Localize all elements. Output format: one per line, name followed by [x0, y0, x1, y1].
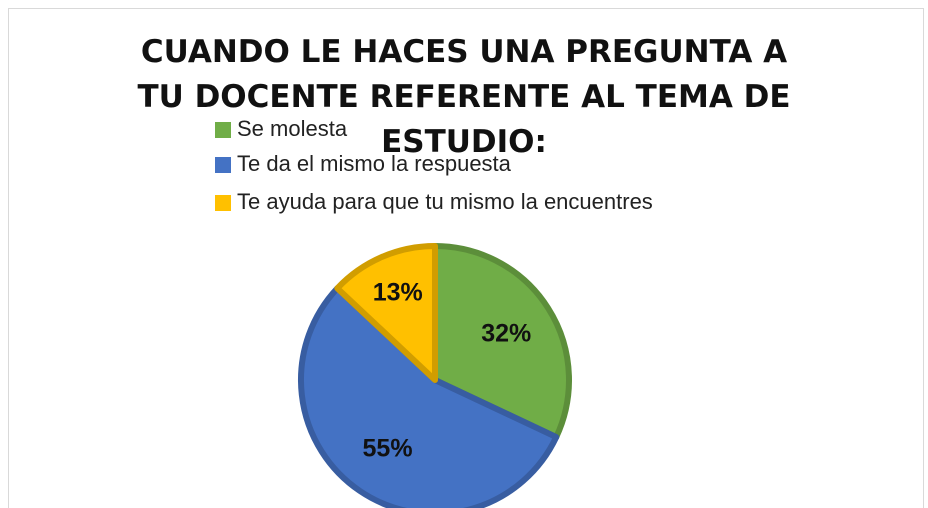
legend-swatch — [215, 122, 231, 138]
legend-swatch — [215, 157, 231, 173]
data-label: 13% — [373, 279, 423, 307]
legend-swatch — [215, 195, 231, 211]
chart-frame — [8, 8, 924, 508]
pie-slice — [432, 243, 572, 441]
legend-label: Te ayuda para que tu mismo la encuentres — [237, 189, 653, 214]
data-label: 32% — [481, 319, 531, 347]
pie-slice — [298, 285, 560, 508]
legend-label: Te da el mismo la respuesta — [237, 151, 512, 176]
data-label: 55% — [363, 434, 413, 462]
pie-slice — [334, 243, 438, 383]
legend-label: Se molesta — [237, 116, 348, 141]
chart-title: CUANDO LE HACES UNA PREGUNTA A TU DOCENT… — [137, 34, 791, 160]
